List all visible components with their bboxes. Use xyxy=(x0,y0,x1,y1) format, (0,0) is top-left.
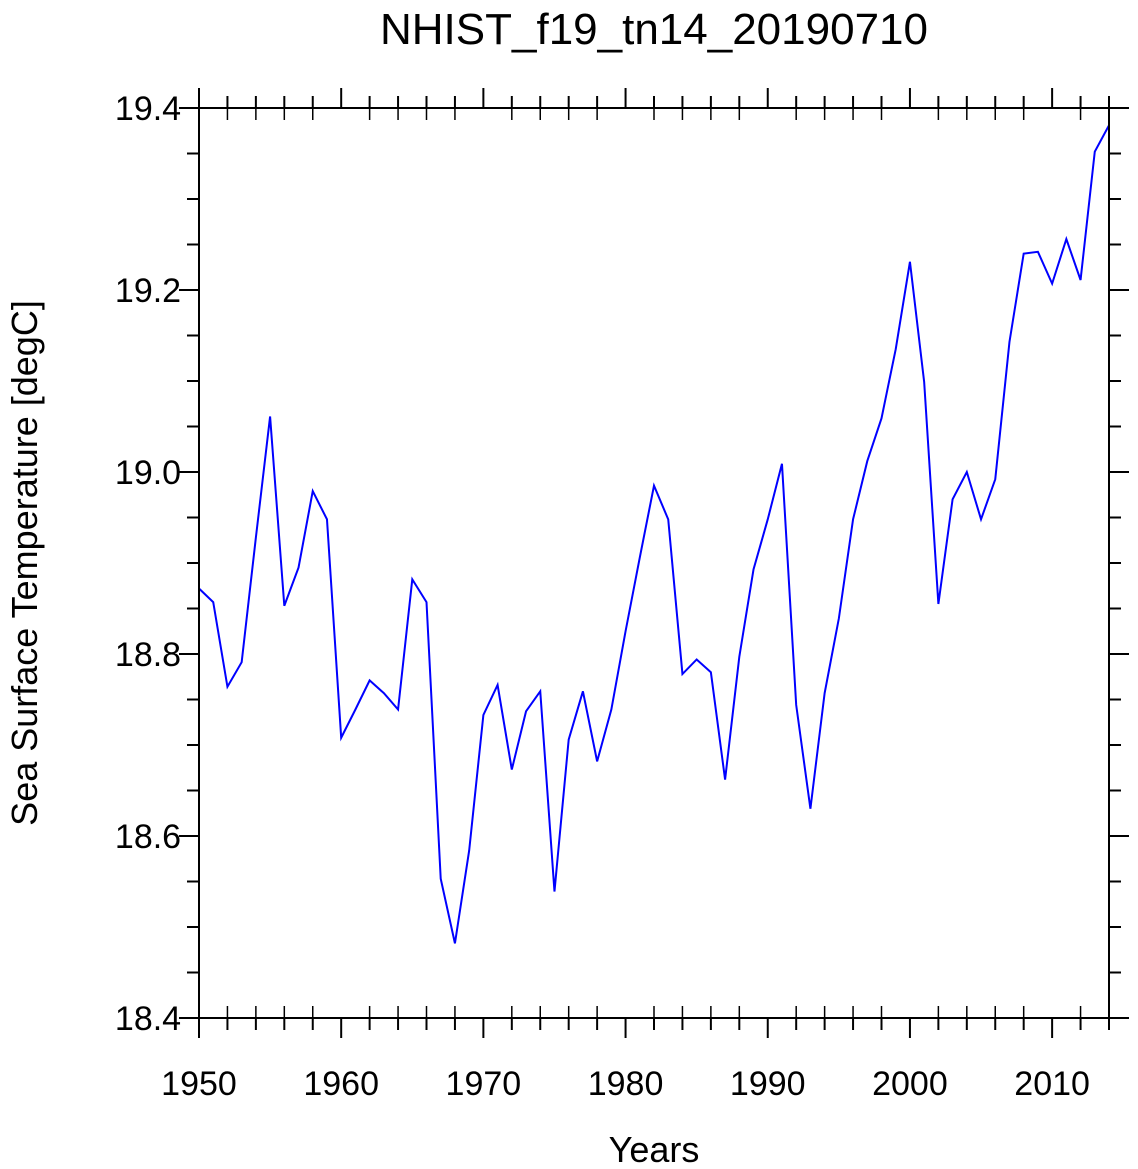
x-tick-label: 1960 xyxy=(303,1065,379,1103)
tick-labels: 1950 1960 1970 1980 1990 2000 2010 18.4 18.6 18.8… xyxy=(115,90,1090,1103)
plot-frame xyxy=(198,107,1110,1019)
series-line-sst xyxy=(198,124,1110,944)
y-tick-label: 18.4 xyxy=(115,1000,181,1038)
x-tick-label: 1970 xyxy=(446,1065,522,1103)
y-tick-label: 19.0 xyxy=(115,454,181,492)
y-tick-label: 19.2 xyxy=(115,272,181,310)
x-tick-label: 1980 xyxy=(588,1065,664,1103)
series-layer xyxy=(198,124,1110,944)
y-tick-label: 18.8 xyxy=(115,636,181,674)
x-tick-label: 1950 xyxy=(161,1065,237,1103)
y-tick-label: 18.6 xyxy=(115,818,181,856)
x-tick-label: 2000 xyxy=(872,1065,948,1103)
y-tick-label: 19.4 xyxy=(115,90,181,128)
x-axis-title: Years xyxy=(609,1129,700,1169)
chart-title: NHIST_f19_tn14_20190710 xyxy=(380,5,928,54)
x-tick-label: 1990 xyxy=(730,1065,806,1103)
axis-ticks xyxy=(179,88,1129,1038)
y-axis-title: Sea Surface Temperature [degC] xyxy=(4,300,45,826)
x-tick-label: 2010 xyxy=(1014,1065,1090,1103)
